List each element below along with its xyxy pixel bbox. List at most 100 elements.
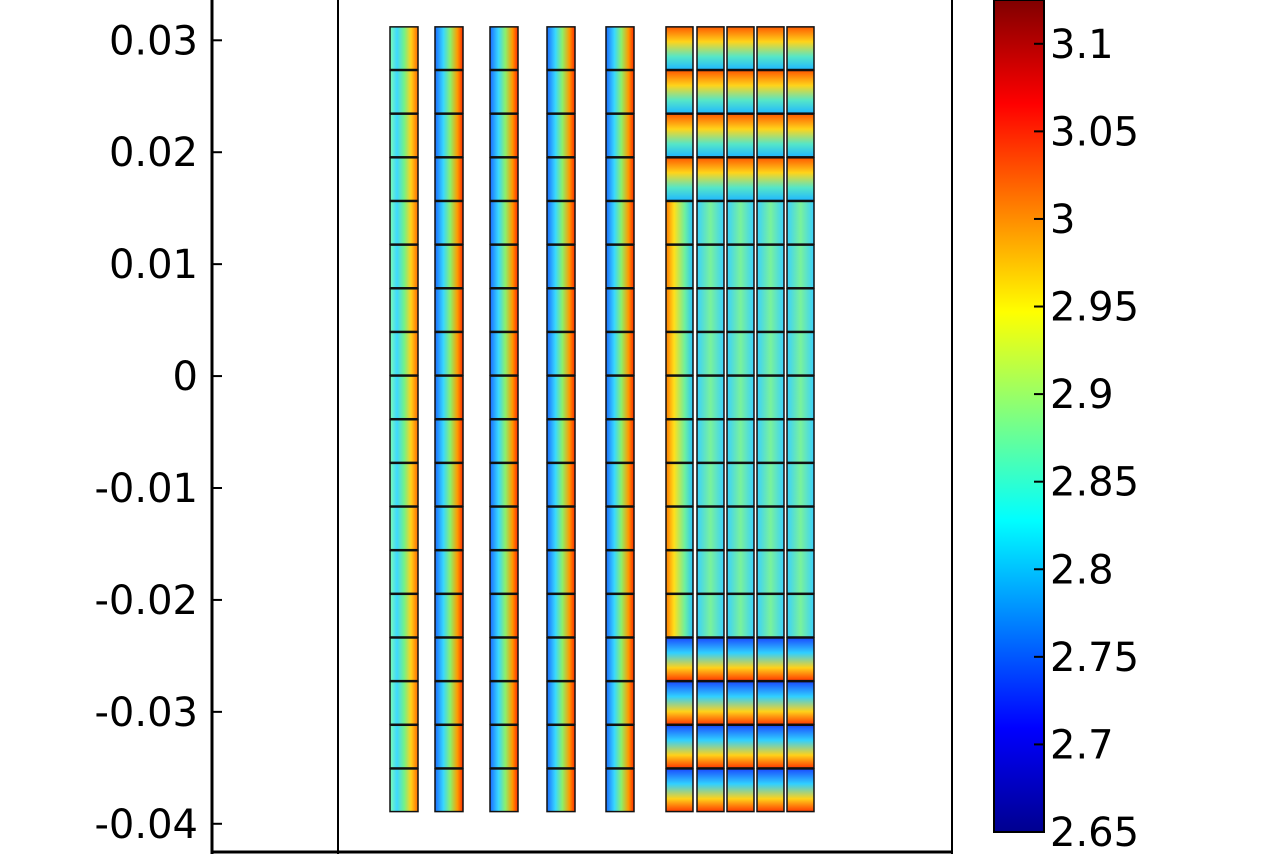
heatmap-cell xyxy=(696,69,725,114)
heatmap-cell xyxy=(786,637,815,682)
heatmap-cell xyxy=(489,593,519,638)
heatmap-cell xyxy=(489,26,519,71)
heatmap-cell xyxy=(665,69,694,114)
heatmap-cell xyxy=(665,506,694,551)
heatmap-cell xyxy=(756,506,785,551)
y-tick-label: -0.04 xyxy=(95,802,199,848)
heatmap-cell xyxy=(756,113,785,158)
heatmap-cell xyxy=(786,768,815,813)
heatmap-cell xyxy=(726,288,755,333)
heatmap-cell xyxy=(696,462,725,507)
heatmap-cell xyxy=(696,26,725,71)
heatmap-cell xyxy=(389,288,419,333)
heatmap-cell xyxy=(546,244,576,289)
heatmap-cell xyxy=(605,331,635,376)
heatmap-cell xyxy=(696,331,725,376)
y-tick-label: 0.03 xyxy=(109,18,198,64)
heatmap-cell xyxy=(489,637,519,682)
heatmap-cell xyxy=(546,288,576,333)
heatmap-cell xyxy=(389,724,419,769)
heatmap-cell xyxy=(665,680,694,726)
heatmap-cell xyxy=(434,200,464,245)
heatmap-cell xyxy=(605,768,635,813)
heatmap-cell xyxy=(389,462,419,507)
heatmap-cell xyxy=(389,637,419,682)
heatmap-cell xyxy=(605,462,635,507)
colorbar-tick-label: 3 xyxy=(1050,197,1075,243)
heatmap-cell xyxy=(696,200,725,245)
colorbar-tick-label: 2.8 xyxy=(1050,547,1114,593)
heatmap-cell xyxy=(756,724,785,769)
heatmap-cell xyxy=(786,113,815,158)
heatmap-cell xyxy=(756,549,785,595)
heatmap-cell xyxy=(696,680,725,726)
heatmap-cell xyxy=(434,288,464,333)
heatmap-cell xyxy=(786,288,815,333)
heatmap-cell xyxy=(434,26,464,71)
heatmap-cell xyxy=(546,462,576,507)
heatmap-cell xyxy=(756,462,785,507)
heatmap-cell xyxy=(696,637,725,682)
heatmap-cell xyxy=(434,418,464,464)
heatmap-cell xyxy=(726,549,755,595)
heatmap-cell xyxy=(546,200,576,245)
heatmap-cell xyxy=(756,331,785,376)
heatmap-cell xyxy=(786,593,815,638)
heatmap-cell xyxy=(726,200,755,245)
heatmap-cell xyxy=(546,680,576,726)
heatmap-cell xyxy=(434,113,464,158)
heatmap-cell xyxy=(389,375,419,420)
heatmap-cell xyxy=(696,113,725,158)
heatmap-cell xyxy=(696,157,725,202)
y-tick-label: -0.02 xyxy=(95,578,199,624)
heatmap-cell xyxy=(434,768,464,813)
heatmap-cell xyxy=(665,113,694,158)
heatmap-cell xyxy=(605,244,635,289)
heatmap-cell xyxy=(726,462,755,507)
colorbar-tick-label: 2.85 xyxy=(1050,460,1139,506)
heatmap-cell xyxy=(389,549,419,595)
colorbar-tick-group: 3.1 3.05 3 2.95 2.9 2.85 2.8 2.75 2.7 2.65 xyxy=(1034,22,1139,854)
heatmap-cell xyxy=(696,768,725,813)
heatmap-cell xyxy=(726,113,755,158)
heatmap-cell xyxy=(726,244,755,289)
heatmap-cell xyxy=(389,593,419,638)
heatmap-cell xyxy=(696,288,725,333)
heatmap-cell xyxy=(605,375,635,420)
heatmap-cell xyxy=(786,549,815,595)
heatmap-cell xyxy=(726,26,755,71)
heatmap-cell xyxy=(546,113,576,158)
heatmap-cell xyxy=(546,157,576,202)
heatmap-cell xyxy=(489,288,519,333)
heatmap-cell xyxy=(726,768,755,813)
heatmap-cell xyxy=(605,418,635,464)
heatmap-cell xyxy=(389,244,419,289)
heatmap-cell xyxy=(726,331,755,376)
heatmap-cell xyxy=(546,418,576,464)
heatmap-cell xyxy=(434,680,464,726)
heatmap-cell xyxy=(665,418,694,464)
heatmap-cell xyxy=(389,26,419,71)
heatmap-cell xyxy=(389,331,419,376)
heatmap-cell xyxy=(665,724,694,769)
heatmap-cell xyxy=(726,157,755,202)
heatmap-cell xyxy=(389,506,419,551)
y-tick-label: -0.03 xyxy=(95,690,199,736)
heatmap-cell xyxy=(665,157,694,202)
heatmap-cell xyxy=(546,724,576,769)
heatmap-cell xyxy=(665,549,694,595)
heatmap-cell xyxy=(489,331,519,376)
y-tick-label: 0.01 xyxy=(109,242,198,288)
heatmap-cell xyxy=(726,637,755,682)
heatmap-cell xyxy=(726,69,755,114)
heatmap-cell xyxy=(786,331,815,376)
heatmap-cell xyxy=(756,69,785,114)
heatmap-cell xyxy=(605,506,635,551)
heatmap-cell xyxy=(605,288,635,333)
heatmap-cell xyxy=(489,462,519,507)
heatmap-cell xyxy=(696,549,725,595)
heatmap-cell xyxy=(389,768,419,813)
heatmap-cell xyxy=(665,637,694,682)
heatmap-cell xyxy=(726,680,755,726)
y-tick-label: -0.01 xyxy=(95,466,199,512)
